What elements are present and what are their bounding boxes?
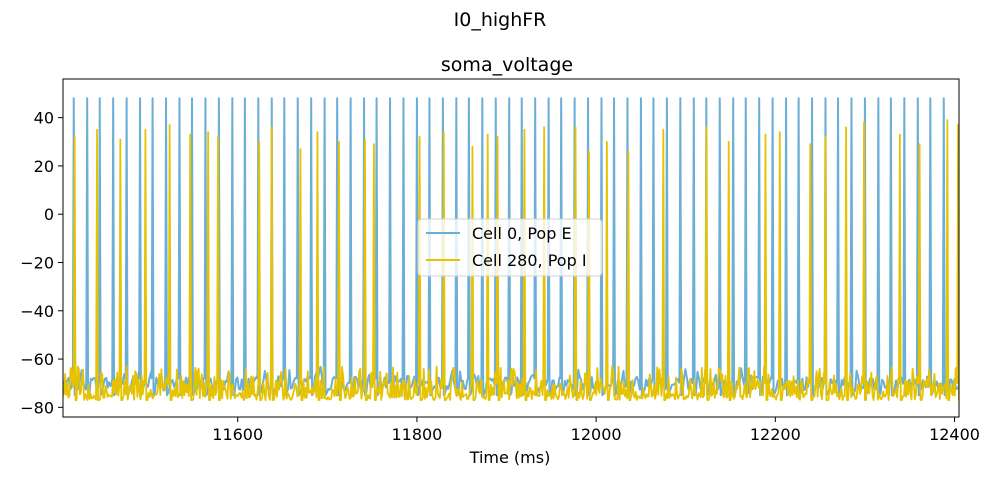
x-tick-label: 12400 (929, 425, 980, 444)
series-line-cell-280 (63, 119, 959, 401)
y-tick-label: −80 (20, 398, 54, 417)
x-tick-label: 11800 (391, 425, 442, 444)
plot-area (63, 97, 959, 401)
x-axis: 11600 11800 12000 12200 12400 (212, 417, 980, 444)
axes-title: soma_voltage (441, 54, 573, 76)
legend-label-cell-0: Cell 0, Pop E (472, 224, 572, 243)
legend-label-cell-280: Cell 280, Pop I (472, 251, 587, 270)
x-tick-label: 12200 (750, 425, 801, 444)
legend: Cell 0, Pop E Cell 280, Pop I (417, 218, 603, 277)
figure-suptitle: I0_highFR (454, 9, 547, 31)
y-tick-label: −20 (20, 253, 54, 272)
x-tick-label: 11600 (212, 425, 263, 444)
legend-box (417, 218, 603, 277)
x-axis-label: Time (ms) (469, 448, 551, 467)
y-tick-label: −40 (20, 302, 54, 321)
y-tick-label: 40 (34, 109, 54, 128)
y-tick-label: 0 (44, 205, 54, 224)
axes-frame (62, 78, 960, 418)
x-tick-label: 12000 (571, 425, 622, 444)
y-axis: −80 −60 −40 −20 0 20 40 (20, 109, 63, 417)
y-tick-label: −60 (20, 350, 54, 369)
y-tick-label: 20 (34, 157, 54, 176)
